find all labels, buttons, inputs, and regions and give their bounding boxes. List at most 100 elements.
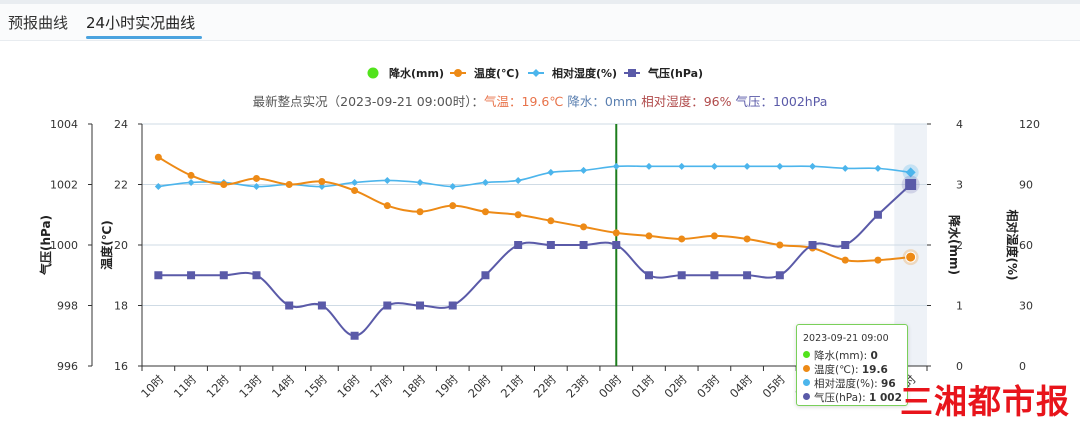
temperature-point: [220, 181, 228, 188]
temperature-point: [678, 235, 686, 243]
pressure-point: [383, 301, 392, 310]
pressure-point: [285, 301, 294, 310]
x-axis-tick-label: 10时: [138, 372, 167, 401]
series-line-humidity: [158, 165, 911, 188]
pressure-point: [644, 271, 653, 280]
x-axis-tick-label: 21时: [498, 372, 527, 401]
pressure-point: [808, 241, 817, 249]
x-axis-tick-label: 05时: [760, 372, 789, 401]
x-axis-tick-label: 03时: [694, 372, 723, 401]
temperature-point: [252, 174, 260, 182]
humidity-point: [449, 183, 457, 191]
temperature-axis-tick-label: 16: [114, 360, 128, 373]
precipitation-axis-tick-label: 1: [956, 300, 963, 313]
tooltip-row-rain: 降水(mm): 0: [803, 348, 878, 363]
humidity-point: [252, 183, 260, 191]
precipitation-axis-tick-label: 2: [956, 239, 963, 252]
temperature-point: [710, 232, 718, 240]
x-axis-tick-label: 20时: [465, 372, 494, 401]
temperature-point: [776, 241, 784, 249]
x-axis-tick-label: 16时: [334, 372, 363, 401]
temperature-point: [187, 171, 195, 179]
temperature-point: [874, 256, 882, 264]
x-axis-tick-label: 23时: [563, 372, 592, 401]
humidity-axis-tick-label: 0: [1019, 360, 1026, 373]
pressure-point: [873, 210, 882, 219]
x-axis-tick-label: 02时: [661, 372, 690, 401]
pressure-point: [546, 241, 555, 249]
tooltip-row-humidity: 相对湿度(%): 96: [803, 376, 896, 391]
tab-forecast-curve[interactable]: 预报曲线: [8, 14, 69, 32]
pressure-point: [219, 271, 228, 280]
publisher-logo: 三湘都市报: [900, 382, 1070, 421]
legend-marker-3: [628, 69, 636, 77]
subtitle-humidity: 相对湿度：96%: [641, 94, 731, 109]
humidity-axis-tick-label: 60: [1019, 239, 1033, 252]
humidity-axis-tick-label: 90: [1019, 179, 1033, 192]
subtitle-pressure: 气压：1002hPa: [736, 94, 828, 109]
tooltip-row-pressure: 气压(hPa): 1 002: [803, 390, 902, 405]
temperature-point: [905, 251, 917, 263]
x-axis-tick-label: 12时: [204, 372, 233, 401]
humidity-axis-tick-label: 120: [1019, 118, 1040, 131]
pressure-point: [612, 241, 621, 249]
legend-label-3: 气压(hPa): [647, 66, 703, 80]
x-axis-tick-label: 14时: [269, 372, 298, 401]
legend-label-0: 降水(mm): [389, 66, 444, 80]
x-axis-tick-label: 19时: [432, 372, 461, 401]
temperature-point: [514, 211, 522, 219]
x-axis-tick-label: 04时: [727, 372, 756, 401]
legend-marker-0: [367, 67, 379, 79]
x-axis-tick-label: 17时: [367, 372, 396, 401]
humidity-point: [841, 164, 849, 172]
pressure-point: [514, 241, 523, 249]
pressure-axis-tick-label: 1002: [50, 179, 78, 192]
humidity-point: [710, 162, 718, 170]
pressure-point: [481, 271, 490, 280]
humidity-point: [187, 178, 195, 186]
legend-label-2: 相对湿度(%): [552, 66, 617, 80]
subtitle-prefix: 最新整点实况（2023-09-21 09:00时）：: [253, 94, 484, 109]
humidity-point: [154, 183, 162, 191]
pressure-point: [317, 301, 326, 310]
tab-bar: 预报曲线 24小时实况曲线: [0, 0, 1080, 41]
humidity-point: [383, 176, 391, 184]
tooltip-title: 2023-09-21 09:00: [803, 333, 889, 344]
x-axis-tick-label: 11时: [171, 372, 200, 401]
pressure-point: [677, 271, 686, 280]
temperature-point: [547, 217, 555, 225]
pressure-axis-tick-label: 996: [57, 360, 78, 373]
temperature-point: [383, 202, 391, 210]
humidity-point: [318, 183, 326, 191]
temperature-point: [841, 256, 849, 264]
temperature-point: [580, 223, 588, 231]
pressure-point: [743, 271, 752, 280]
pressure-point: [841, 241, 850, 249]
pressure-point: [187, 271, 196, 280]
data-tooltip: 2023-09-21 09:00 降水(mm): 0 温度(℃): 19.6 相…: [796, 324, 908, 406]
pressure-point: [350, 331, 359, 340]
pressure-point: [416, 301, 425, 310]
series-line-pressure: [158, 183, 912, 337]
subtitle-rain: 降水：0mm: [567, 94, 637, 109]
temperature-point: [743, 235, 751, 243]
pressure-point: [710, 271, 719, 280]
humidity-point: [874, 164, 882, 172]
x-axis-tick-label: 13时: [236, 372, 265, 401]
humidity-point: [416, 178, 424, 186]
pressure-point: [579, 241, 588, 249]
legend-marker-2: [532, 69, 540, 77]
temperature-point: [481, 208, 489, 216]
chart-subtitle: 最新整点实况（2023-09-21 09:00时）：气温：19.6℃ 降水：0mm…: [253, 94, 828, 109]
temperature-point: [318, 177, 326, 185]
humidity-point: [481, 178, 489, 186]
humidity-point: [743, 162, 751, 170]
x-axis-tick-label: 01时: [629, 372, 658, 401]
humidity-axis-tick-label: 30: [1019, 300, 1033, 313]
tab-24h-live-curve[interactable]: 24小时实况曲线: [86, 14, 196, 32]
precipitation-axis-title: 降水(mm): [947, 215, 962, 275]
humidity-point: [678, 162, 686, 170]
precipitation-axis-tick-label: 3: [956, 179, 963, 192]
temperature-axis-tick-label: 22: [114, 179, 128, 192]
